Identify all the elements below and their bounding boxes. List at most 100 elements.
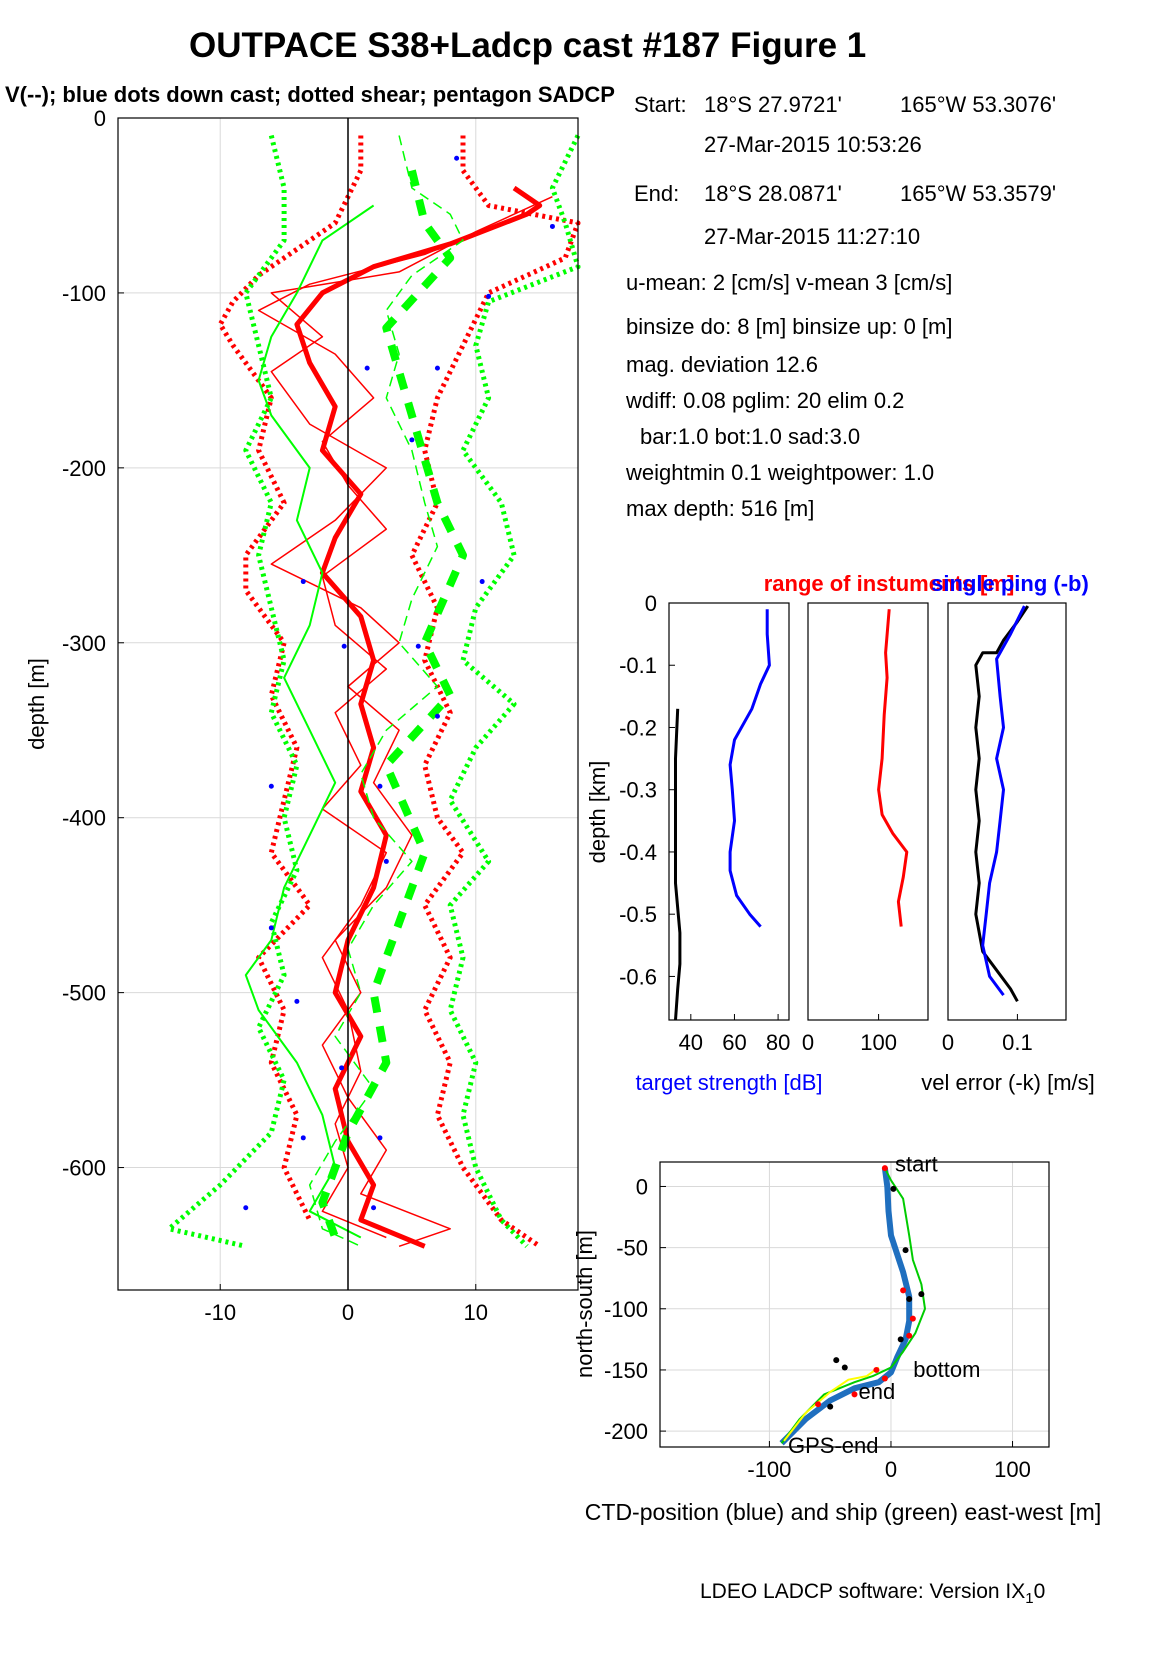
track-black-dot [918,1291,925,1298]
x-tick-label: 0 [885,1457,897,1482]
start-longitude: 165°W 53.3076' [900,92,1057,117]
track-red-dot [815,1401,822,1408]
track-label-end: end [859,1379,896,1404]
series-line-green-solid [244,204,375,1239]
velocity-depth-label: depth [m] [24,658,49,750]
track-label-gps-end: GPS-end [788,1433,879,1458]
track-red-dot [906,1332,913,1339]
vel-error-x-label: vel error (-k) [m/s] [921,1070,1095,1095]
downcast-dot [364,365,370,371]
series-line-single-ping [981,605,1026,996]
bar-info: bar:1.0 bot:1.0 sad:3.0 [640,424,861,449]
ts-depth-label: depth [km] [585,761,610,864]
y-tick-label: -100 [604,1297,648,1322]
downcast-dot [409,437,415,443]
software-version: LDEO LADCP software: Version IX [700,1580,1026,1603]
downcast-dot [383,858,389,864]
range-of-instruments-panel [807,602,929,1021]
footer-subscript: 1 [1025,1590,1034,1608]
x-tick-label: 100 [994,1457,1031,1482]
end-time: 27-Mar-2015 11:27:10 [704,224,921,249]
target-strength-panel [668,602,790,1021]
weight-info: weightmin 0.1 weightpower: 1.0 [626,460,935,485]
downcast-dot [339,1065,345,1071]
x-tick-label: -100 [747,1457,791,1482]
binsize-info: binsize do: 8 [m] binsize up: 0 [m] [626,314,953,339]
track-label-bottom: bottom [913,1357,980,1382]
y-tick-label: 0 [645,591,657,616]
mean-velocity: u-mean: 2 [cm/s] v-mean 3 [cm/s] [626,270,953,295]
y-tick-label: -0.2 [619,715,657,740]
downcast-dot [243,1205,249,1211]
velocity-error-panel [947,602,1067,1021]
end-longitude: 165°W 53.3579' [900,181,1057,206]
end-latitude: 18°S 28.0871' [704,181,842,206]
north-south-label: north-south [m] [572,1230,597,1378]
downcast-dot [486,293,492,299]
max-depth: max depth: 516 [m] [626,496,815,521]
series-line-ship [780,1167,926,1444]
y-tick-label: -300 [62,631,106,656]
y-tick-label: -200 [604,1419,648,1444]
y-tick-label: -0.1 [619,653,657,678]
x-tick-label: 0 [942,1030,954,1055]
series-line-range [674,708,682,1021]
y-tick-label: 0 [94,106,106,131]
y-tick-label: -0.4 [619,840,657,865]
y-tick-label: -50 [616,1236,648,1261]
axes-frame [668,602,790,1021]
y-tick-label: -400 [62,806,106,831]
series-line-target-strength [728,609,771,928]
series-line-ship-yellow [783,1366,880,1442]
x-tick-label: 0 [802,1030,814,1055]
track-red-dot [900,1287,907,1294]
track-red-dot [881,1165,888,1172]
figure-title: OUTPACE S38+Ladcp cast #187 Figure 1 [189,26,867,65]
downcast-dot [300,1135,306,1141]
x-tick-label: 80 [766,1030,790,1055]
range-title: range of instuments [m] [764,571,1015,596]
wdiff-info: wdiff: 0.08 pglim: 20 elim 0.2 [626,388,905,413]
axes-frame [947,602,1067,1021]
downcast-dot [377,783,383,789]
track-black-dot [833,1357,840,1364]
series-line-range-of-instuments [877,609,909,927]
y-tick-label: -500 [62,981,106,1006]
track-label-start: start [895,1151,938,1176]
x-tick-label: 40 [679,1030,703,1055]
y-tick-label: -0.5 [619,902,657,927]
y-tick-label: -600 [62,1156,106,1181]
y-tick-label: -0.6 [619,964,657,989]
ts-x-label: target strength [dB] [635,1070,822,1095]
footer-tail: 0 [1033,1580,1046,1603]
x-tick-label: 0 [342,1300,354,1325]
downcast-dot [300,579,306,585]
east-west-label: CTD-position (blue) and ship (green) eas… [585,1499,1101,1525]
single-ping-title: single ping (-b) [931,571,1089,596]
downcast-dot [415,643,421,649]
series-line-green-dotted [166,134,300,1249]
downcast-dot [454,155,460,161]
x-tick-label: 60 [722,1030,746,1055]
series-line-red-dotted [409,135,581,1249]
track-black-dot [827,1403,834,1410]
axes-frame [659,1161,1050,1448]
downcast-dot [341,643,347,649]
track-red-dot [881,1375,888,1382]
downcast-dot [434,365,440,371]
y-tick-label: -100 [62,281,106,306]
y-tick-label: -150 [604,1358,648,1383]
series-line-CTD-position [779,1167,913,1446]
end-label: End: [634,181,680,206]
series-line-green-dotted [447,134,581,1249]
track-black-dot [902,1247,909,1254]
x-tick-label: -10 [204,1300,236,1325]
downcast-dot [434,713,440,719]
x-tick-label: 100 [860,1030,897,1055]
series-line-red-dotted [217,135,364,1222]
downcast-dot [268,783,274,789]
software-footer: LDEO LADCP software: Version IX10 [700,1580,1045,1607]
x-tick-label: 10 [464,1300,488,1325]
y-tick-label: -0.3 [619,778,657,803]
axes-frame [807,602,929,1021]
